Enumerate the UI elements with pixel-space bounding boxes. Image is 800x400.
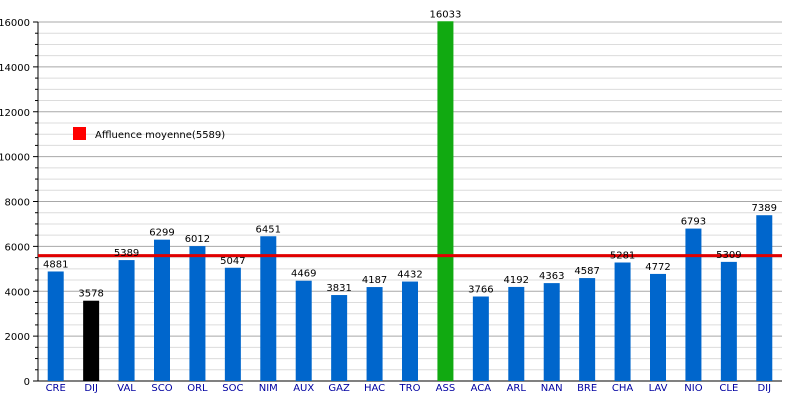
x-category-label: AUX bbox=[293, 383, 314, 394]
legend-swatch bbox=[73, 127, 86, 140]
y-tick-label: 16000 bbox=[0, 18, 30, 29]
bar-value-label: 6299 bbox=[149, 228, 174, 239]
x-category-label: SCO bbox=[151, 383, 172, 394]
bar bbox=[47, 271, 64, 381]
bar-value-label: 6012 bbox=[185, 234, 210, 245]
bar bbox=[331, 295, 348, 381]
bar-value-label: 7389 bbox=[752, 203, 777, 214]
bar-value-label: 3578 bbox=[78, 289, 103, 300]
x-category-label: TRO bbox=[399, 383, 421, 394]
bars bbox=[47, 21, 773, 382]
y-tick-label: 0 bbox=[24, 377, 30, 388]
x-category-label: DIJ bbox=[84, 383, 98, 394]
x-category-label: ARL bbox=[507, 383, 527, 394]
bar bbox=[685, 228, 702, 381]
bar bbox=[437, 21, 454, 382]
x-category-label: NAN bbox=[541, 383, 563, 394]
x-category-label: DIJ bbox=[757, 383, 771, 394]
x-category-label: LAV bbox=[649, 383, 668, 394]
bar-value-label: 3831 bbox=[326, 283, 351, 294]
x-category-label: GAZ bbox=[328, 383, 350, 394]
y-tick-label: 6000 bbox=[5, 242, 30, 253]
bar-value-label: 4587 bbox=[574, 266, 599, 277]
bar-value-label: 5281 bbox=[610, 251, 635, 262]
y-tick-label: 12000 bbox=[0, 108, 30, 119]
bar bbox=[224, 267, 241, 381]
x-category-label: ACA bbox=[471, 383, 492, 394]
y-tick-label: 2000 bbox=[5, 332, 30, 343]
legend-label: Affluence moyenne(5589) bbox=[95, 130, 225, 141]
bar-value-label: 4432 bbox=[397, 270, 422, 281]
x-category-label: VAL bbox=[117, 383, 136, 394]
bar-value-label: 5389 bbox=[114, 248, 139, 259]
y-tick-label: 8000 bbox=[5, 198, 30, 209]
bar bbox=[579, 278, 596, 381]
bar bbox=[83, 300, 100, 381]
legend: Affluence moyenne(5589) bbox=[73, 127, 225, 141]
bar bbox=[366, 287, 383, 381]
x-category-label: BRE bbox=[577, 383, 597, 394]
axes: 0 2000 4000 6000 8000 10000 12000 14000 16000 bbox=[0, 18, 782, 388]
bar bbox=[720, 261, 737, 381]
bar-value-label: 16033 bbox=[430, 9, 462, 20]
bar-value-label: 4363 bbox=[539, 271, 564, 282]
bar bbox=[402, 281, 418, 381]
x-category-label: SOC bbox=[222, 383, 243, 394]
bar-value-label: 4192 bbox=[504, 275, 529, 286]
bar bbox=[472, 296, 489, 381]
x-category-label: HAC bbox=[364, 383, 385, 394]
bar-value-label: 4881 bbox=[43, 259, 68, 270]
labels: 4881 CRE 3578 DIJ 5389 VAL 6299 SCO 6012 ORL 5047 S… bbox=[43, 9, 777, 394]
x-category-label: ASS bbox=[436, 383, 456, 394]
x-category-label: CRE bbox=[46, 383, 66, 394]
bar bbox=[260, 236, 277, 381]
x-category-label: CHA bbox=[612, 383, 634, 394]
bar-value-label: 5309 bbox=[716, 250, 741, 261]
y-tick-label: 4000 bbox=[5, 287, 30, 298]
bar bbox=[154, 239, 170, 381]
y-tick-label: 10000 bbox=[0, 153, 30, 164]
bar-value-label: 4187 bbox=[362, 275, 387, 286]
x-category-label: NIO bbox=[684, 383, 702, 394]
bar bbox=[118, 260, 135, 381]
bar-value-label: 5047 bbox=[220, 256, 245, 267]
bar bbox=[614, 262, 631, 381]
bar bbox=[756, 215, 773, 381]
bar bbox=[508, 286, 525, 381]
bar-value-label: 4469 bbox=[291, 269, 316, 280]
bar-value-label: 6451 bbox=[256, 224, 281, 235]
bar bbox=[189, 246, 206, 381]
x-category-label: NIM bbox=[259, 383, 278, 394]
bar-value-label: 6793 bbox=[681, 217, 706, 228]
bar bbox=[650, 273, 666, 381]
bar bbox=[543, 283, 560, 381]
x-category-label: ORL bbox=[187, 383, 208, 394]
bar-value-label: 3766 bbox=[468, 285, 493, 296]
x-category-label: CLE bbox=[719, 383, 738, 394]
bar bbox=[295, 280, 312, 381]
y-tick-label: 14000 bbox=[0, 63, 30, 74]
bar-value-label: 4772 bbox=[645, 262, 670, 273]
